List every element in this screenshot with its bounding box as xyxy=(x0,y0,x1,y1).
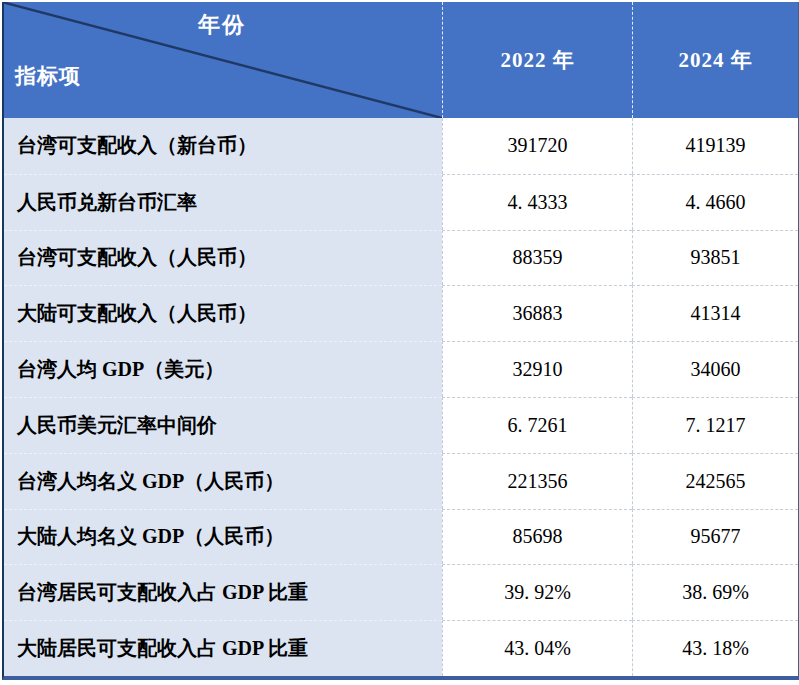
value-2024: 7. 1217 xyxy=(632,397,798,453)
table-row: 人民币兑新台币汇率 4. 4333 4. 4660 xyxy=(4,174,798,230)
value-2024: 93851 xyxy=(632,230,798,286)
row-label: 台湾人均名义 GDP（人民币） xyxy=(4,453,442,509)
value-2022: 85698 xyxy=(442,509,632,565)
comparison-table-image: 年份 指标项 2022 年 2024 年 台湾可支配收入（新台币） 391720… xyxy=(0,0,799,685)
value-2022: 88359 xyxy=(442,230,632,286)
header-corner-cell: 年份 指标项 xyxy=(2,2,442,118)
corner-label-year: 年份 xyxy=(2,10,442,40)
row-label: 大陆居民可支配收入占 GDP 比重 xyxy=(4,620,442,676)
table-row: 大陆可支配收入（人民币） 36883 41314 xyxy=(4,285,798,341)
value-2022: 6. 7261 xyxy=(442,397,632,453)
row-label: 台湾人均 GDP（美元） xyxy=(4,341,442,397)
value-2024: 95677 xyxy=(632,509,798,565)
value-2022: 4. 4333 xyxy=(442,174,632,230)
table-row: 大陆人均名义 GDP（人民币） 85698 95677 xyxy=(4,509,798,565)
row-label: 台湾居民可支配收入占 GDP 比重 xyxy=(4,564,442,620)
row-label: 大陆可支配收入（人民币） xyxy=(4,285,442,341)
value-2024: 34060 xyxy=(632,341,798,397)
value-2024: 43. 18% xyxy=(632,620,798,676)
value-2022: 391720 xyxy=(442,118,632,174)
row-label: 人民币兑新台币汇率 xyxy=(4,174,442,230)
row-label: 大陆人均名义 GDP（人民币） xyxy=(4,509,442,565)
table-row: 人民币美元汇率中间价 6. 7261 7. 1217 xyxy=(4,397,798,453)
value-2024: 242565 xyxy=(632,453,798,509)
value-2024: 419139 xyxy=(632,118,798,174)
table-row: 台湾人均 GDP（美元） 32910 34060 xyxy=(4,341,798,397)
table-header-row: 年份 指标项 2022 年 2024 年 xyxy=(4,2,798,118)
row-label: 台湾可支配收入（人民币） xyxy=(4,230,442,286)
table-row: 台湾人均名义 GDP（人民币） 221356 242565 xyxy=(4,453,798,509)
data-table: 年份 指标项 2022 年 2024 年 台湾可支配收入（新台币） 391720… xyxy=(2,2,799,680)
value-2022: 32910 xyxy=(442,341,632,397)
table-row: 大陆居民可支配收入占 GDP 比重 43. 04% 43. 18% xyxy=(4,620,798,676)
row-label: 人民币美元汇率中间价 xyxy=(4,397,442,453)
value-2022: 43. 04% xyxy=(442,620,632,676)
value-2024: 41314 xyxy=(632,285,798,341)
value-2022: 39. 92% xyxy=(442,564,632,620)
value-2022: 36883 xyxy=(442,285,632,341)
value-2024: 38. 69% xyxy=(632,564,798,620)
value-2024: 4. 4660 xyxy=(632,174,798,230)
row-label: 台湾可支配收入（新台币） xyxy=(4,118,442,174)
table-row: 台湾可支配收入（人民币） 88359 93851 xyxy=(4,230,798,286)
value-2022: 221356 xyxy=(442,453,632,509)
corner-label-indicator: 指标项 xyxy=(15,62,81,90)
table-row: 台湾居民可支配收入占 GDP 比重 39. 92% 38. 69% xyxy=(4,564,798,620)
column-header-2024: 2024 年 xyxy=(632,2,798,118)
column-header-2022: 2022 年 xyxy=(442,2,632,118)
table-row: 台湾可支配收入（新台币） 391720 419139 xyxy=(4,118,798,174)
